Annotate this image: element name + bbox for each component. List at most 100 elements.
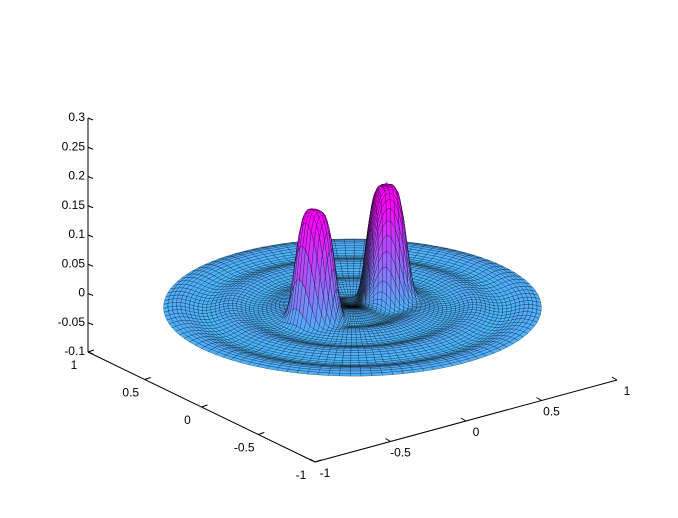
surface-facet <box>172 305 178 311</box>
surface-facet <box>351 316 354 320</box>
x-tick <box>385 438 391 442</box>
y-tick <box>314 459 322 463</box>
surface-facet <box>472 304 478 308</box>
surface-facet <box>353 283 357 287</box>
x-tick <box>460 417 467 422</box>
x-tick-label: 0.5 <box>543 405 560 419</box>
surface-facet <box>351 337 357 341</box>
surface-facet <box>371 372 383 376</box>
surface-facet <box>351 323 355 326</box>
surface-facet <box>336 250 346 254</box>
surface-facet <box>523 300 529 305</box>
surface-facet <box>347 268 354 272</box>
surface-facet <box>354 242 365 246</box>
surface-facet <box>227 303 233 307</box>
surface-facet <box>350 289 354 293</box>
surface-facet <box>351 329 356 333</box>
surface-facet <box>352 313 354 317</box>
surface-facet <box>353 316 356 320</box>
surface-facet <box>351 321 355 324</box>
surface-facet <box>227 300 234 304</box>
surface-facet <box>382 251 387 269</box>
surface-facet <box>350 313 353 317</box>
surface-facet <box>341 336 347 341</box>
z-tick <box>87 176 94 179</box>
surface-facet <box>497 305 503 310</box>
z-tick-label: 0.15 <box>62 198 86 212</box>
surface-facet <box>342 360 351 363</box>
surface-facet <box>355 329 361 333</box>
surface-facet <box>346 261 355 264</box>
z-tick-label: 0.3 <box>68 110 85 124</box>
surface-facet <box>350 348 359 351</box>
surface-facet <box>354 247 364 251</box>
surface-facet <box>353 271 360 274</box>
surface-facet <box>354 250 364 254</box>
surface-facet <box>344 239 355 242</box>
surface-facet <box>353 265 361 269</box>
surface-facet <box>351 334 357 338</box>
surface-facet <box>341 271 349 275</box>
surface-facet <box>353 263 361 267</box>
surface-facet <box>386 220 392 238</box>
z-tick-label: 0.05 <box>62 256 86 270</box>
surface-facet <box>344 245 355 249</box>
surface-facet <box>350 350 359 353</box>
surface-facet <box>349 318 353 322</box>
surface-facet <box>317 372 330 376</box>
surface-facet <box>357 350 366 353</box>
surface-facet <box>341 268 349 272</box>
surface-facet <box>360 372 372 377</box>
x-tick <box>309 458 316 463</box>
surface-facet <box>347 329 352 333</box>
surface-facet <box>343 350 352 353</box>
surface-facet <box>342 355 352 359</box>
surface-facet <box>350 373 362 377</box>
surface-facet <box>353 321 357 324</box>
z-tick-label: -0.05 <box>58 315 86 329</box>
surface-facet <box>350 368 361 372</box>
surface-facet <box>358 360 368 363</box>
surface-facet <box>349 321 353 324</box>
surface-facet <box>336 336 343 340</box>
z-tick-label: 0.25 <box>62 139 86 153</box>
surface-facet <box>416 303 422 306</box>
surface-facet <box>352 308 354 310</box>
y-tick-label: -1 <box>296 468 307 482</box>
surface-facet <box>381 371 394 376</box>
surface-facet <box>528 304 533 309</box>
surface-facet <box>350 357 359 361</box>
surface-facet <box>345 250 355 254</box>
surface-facet <box>344 242 355 246</box>
surface-facet <box>342 273 349 276</box>
surface-facet <box>346 284 351 287</box>
surface-facet <box>349 286 354 290</box>
surface-facet <box>356 339 362 343</box>
surface-facet <box>335 271 343 275</box>
surface-facet <box>364 333 371 338</box>
surface-facet <box>523 304 529 309</box>
surface-facet <box>351 342 357 345</box>
surface-facet <box>353 281 358 285</box>
surface-facet <box>339 370 351 374</box>
surface-facet <box>347 263 355 267</box>
surface-facet <box>202 304 208 308</box>
z-tick <box>87 117 94 121</box>
surface-facet <box>365 336 372 340</box>
y-tick <box>258 432 265 435</box>
surface-facet <box>347 273 354 276</box>
surface-facet <box>358 357 368 361</box>
surface-facet <box>365 354 375 358</box>
surface-facet <box>354 323 358 326</box>
surface-facet <box>352 311 354 315</box>
surface-facet <box>472 302 478 305</box>
surface-facet <box>358 354 367 359</box>
surface-facet <box>350 352 359 356</box>
surface-facet <box>355 331 361 335</box>
surface-facet <box>340 265 348 270</box>
surface-facet <box>349 280 354 283</box>
surface-facet <box>258 304 264 307</box>
z-tick-label: 0.2 <box>68 169 85 183</box>
surface-facet <box>335 245 346 249</box>
surface-facet <box>350 316 353 320</box>
